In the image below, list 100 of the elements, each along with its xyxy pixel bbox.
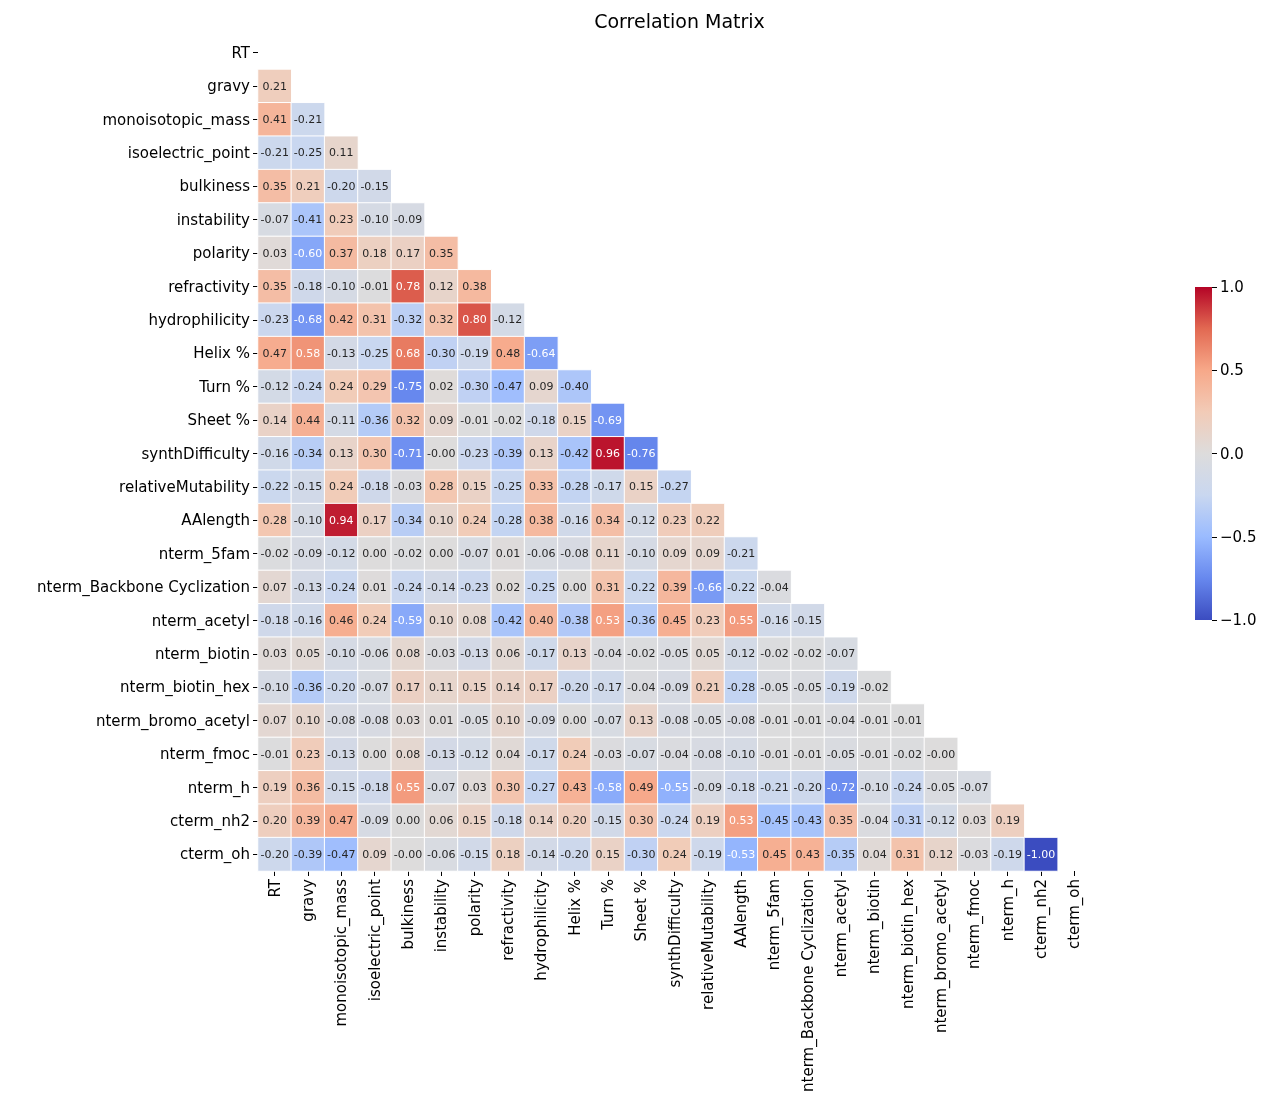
y-tick-label: Sheet % [187,411,250,430]
data-label: -0.24 [393,580,423,594]
data-label: 0.17 [362,513,387,527]
x-tick-label: RT [265,878,284,898]
data-label: -0.18 [360,480,389,494]
data-label: -0.01 [893,714,922,728]
y-tick-label: relativeMutability [119,477,251,496]
data-label: -0.01 [860,747,889,761]
data-label: -0.22 [726,580,756,594]
y-tick-label: nterm_biotin_hex [120,678,251,698]
data-label: -0.23 [460,580,489,594]
data-label: -0.21 [760,781,789,794]
data-label: -0.60 [293,246,323,260]
data-label: -0.13 [427,747,456,761]
data-label: 0.13 [329,447,354,460]
x-tick-label: nterm_biotin [865,879,885,975]
data-label: 0.03 [262,647,287,661]
data-label: -0.10 [260,680,289,694]
data-label: -0.59 [393,614,423,627]
data-label: -0.09 [660,680,689,694]
data-label: 0.23 [695,614,721,627]
data-label: -0.02 [760,647,789,661]
data-label: -0.08 [560,547,589,561]
data-label: 0.00 [395,814,421,828]
data-label: -0.08 [693,747,723,761]
data-label: -0.30 [626,847,656,861]
data-label: 0.45 [762,847,787,861]
data-label: -0.08 [327,714,356,728]
data-label: -0.23 [460,447,489,460]
data-label: 0.14 [262,413,287,427]
data-label: 0.32 [395,413,421,427]
data-label: 0.41 [262,113,287,126]
data-label: 0.05 [295,647,321,661]
data-label: -0.18 [360,781,389,794]
data-label: -0.07 [360,680,389,694]
data-label: -0.76 [626,447,656,460]
data-label: 0.21 [295,179,321,193]
data-label: -0.14 [526,847,556,861]
data-label: -0.03 [393,480,423,494]
data-label: -0.45 [760,814,789,828]
x-tick-label: bulkiness [398,878,417,950]
data-label: -0.15 [293,480,323,494]
data-label: -0.19 [460,346,489,360]
data-label: -0.01 [760,714,789,728]
y-tick-label: gravy [207,77,251,96]
data-label: -0.13 [460,647,489,661]
data-label: -0.13 [293,580,323,594]
data-label: -0.27 [660,480,689,494]
data-label: -0.08 [360,714,389,728]
x-tick-label: nterm_biotin_hex [898,878,918,1009]
data-label: 0.03 [462,781,487,794]
data-label: -0.40 [560,380,589,394]
data-label: 0.20 [262,814,287,828]
x-tick-label: AAlength [732,879,751,948]
y-tick-label: synthDifficulty [141,444,251,463]
data-label: -0.10 [726,747,756,761]
data-label: -0.36 [360,413,389,427]
data-label: -0.07 [593,714,623,728]
data-label: -0.25 [360,346,389,360]
data-label: -0.07 [427,781,456,794]
data-label: -0.64 [526,346,556,360]
data-label: -0.75 [393,380,423,394]
data-label: 0.17 [395,246,421,260]
data-label: -0.03 [427,647,456,661]
data-label: -0.07 [826,647,856,661]
data-label: -0.12 [493,313,523,327]
x-tick-label: nterm_5fam [765,879,785,971]
data-label: -0.00 [926,747,956,761]
chart-title: Correlation Matrix [594,9,765,32]
data-label: 0.24 [329,380,354,394]
data-label: 0.42 [329,313,354,327]
data-label: 0.06 [429,814,454,828]
data-label: 0.15 [628,480,654,494]
data-label: 0.13 [562,647,587,661]
x-tick-label: nterm_Backbone Cyclization [798,879,818,1092]
data-label: 0.07 [262,580,287,594]
data-label: 0.17 [395,680,421,694]
color-bar-label: 0.5 [1220,361,1244,380]
data-label: 0.15 [462,480,487,494]
data-label: 0.03 [395,714,421,728]
data-label: -0.58 [593,781,623,794]
data-label: 0.24 [462,513,487,527]
data-label: 0.15 [462,680,487,694]
data-label: -0.16 [260,447,289,460]
color-bar-label: −1.0 [1220,611,1257,629]
data-label: 0.49 [628,781,654,794]
data-label: -0.22 [260,480,289,494]
data-label: 0.80 [462,313,487,327]
data-label: -0.35 [826,847,856,861]
data-label: 0.47 [262,346,287,360]
data-label: 0.39 [662,580,687,594]
data-label: 0.24 [329,480,354,494]
data-label: -0.01 [760,747,789,761]
data-label: 0.19 [262,781,287,794]
color-bar-label: −0.5 [1220,527,1257,546]
data-label: 0.31 [362,313,387,327]
data-label: -0.15 [593,814,623,828]
data-label: -0.01 [793,747,823,761]
data-label: 0.53 [728,814,754,828]
y-tick-label: cterm_nh2 [170,811,250,831]
